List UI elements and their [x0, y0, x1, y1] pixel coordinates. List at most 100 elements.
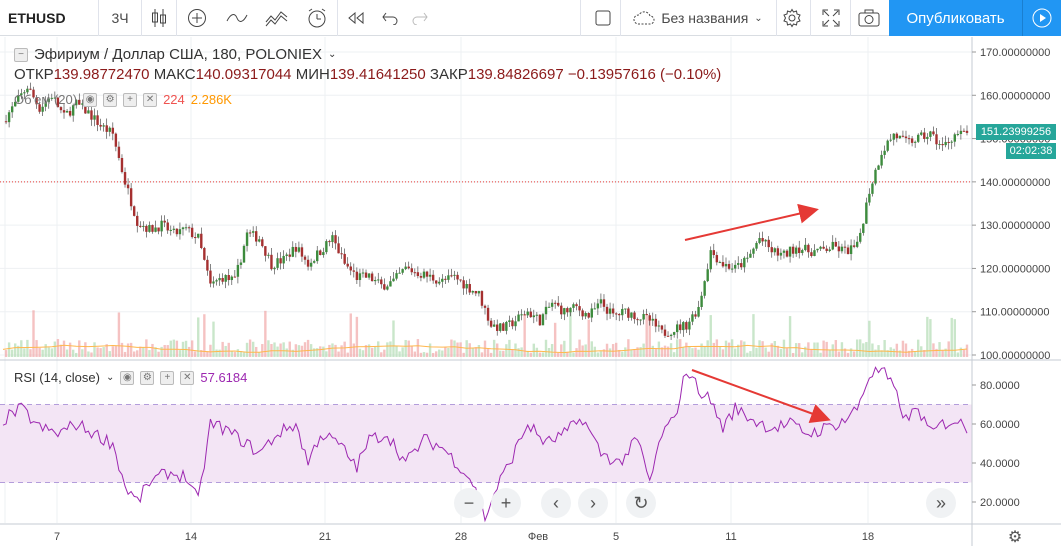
candle-body [322, 252, 325, 256]
volume-bar [526, 350, 529, 357]
candle-body [389, 281, 392, 287]
price-chart[interactable]: 170.00000000160.00000000150.00000000140.… [0, 37, 1061, 546]
volume-bar [236, 349, 240, 357]
close-icon[interactable]: ✕ [180, 370, 195, 385]
eye-icon[interactable]: ◉ [120, 370, 135, 385]
volume-bar [529, 352, 532, 357]
candle-body [502, 323, 505, 331]
volume-bar [550, 344, 554, 357]
series-legend[interactable]: − Эфириум / Доллар США, 180, POLONIEX ⌄ [14, 46, 336, 63]
undo-icon[interactable] [375, 0, 405, 36]
volume-bar [10, 349, 14, 357]
candle-body [309, 262, 313, 267]
volume-bar [444, 347, 447, 357]
candle-body [175, 228, 179, 235]
chevron-down-icon[interactable]: ⌄ [328, 49, 337, 60]
candle-body [462, 280, 465, 289]
volume-legend[interactable]: Об ем (20) ◉ ⚙ + ✕ 224 2.286K [14, 92, 232, 107]
settings-icon[interactable]: ⚙ [103, 92, 118, 107]
volume-bar [508, 339, 511, 357]
candle-body [816, 248, 819, 251]
play-icon[interactable] [1022, 0, 1061, 36]
reset-chart-button[interactable]: ↻ [626, 488, 656, 518]
candle-body [50, 97, 54, 99]
candle-body [916, 134, 920, 142]
add-icon[interactable]: + [123, 92, 138, 107]
replay-icon[interactable] [340, 0, 372, 36]
volume-bar [630, 350, 633, 357]
candle-body [297, 247, 301, 252]
price-tick-label: 130.00000000 [980, 220, 1050, 232]
volume-bar [791, 352, 795, 357]
candle-body [303, 256, 307, 260]
candle-body [746, 257, 749, 259]
volume-bar [483, 340, 487, 357]
candle-body [306, 259, 310, 267]
alert-clock-icon[interactable] [300, 0, 334, 36]
scroll-to-realtime-button[interactable]: » [926, 488, 956, 518]
volume-bar [959, 347, 963, 357]
scroll-left-button[interactable]: ‹ [541, 488, 571, 518]
volume-bar [532, 343, 536, 357]
volume-bar [340, 345, 343, 357]
volume-bar [755, 347, 758, 357]
candle-body [895, 133, 899, 139]
candles-icon[interactable] [144, 0, 174, 36]
volume-bar [395, 345, 398, 357]
eye-icon[interactable]: ◉ [83, 92, 98, 107]
candle-body [255, 231, 258, 242]
candle-body [258, 239, 261, 242]
symbol-search-button[interactable]: ETHUSD [8, 0, 88, 36]
zoom-out-button[interactable]: − [454, 488, 484, 518]
candle-body [608, 308, 612, 314]
volume-bar [721, 349, 725, 357]
volume-bar [334, 344, 337, 357]
volume-bar [944, 348, 947, 357]
volume-bar [502, 350, 505, 357]
candle-body [242, 245, 246, 263]
candle-body [563, 308, 566, 315]
volume-bar [319, 346, 322, 357]
close-icon[interactable]: ✕ [143, 92, 158, 107]
fullscreen-square-icon[interactable] [590, 0, 616, 36]
volume-bar [123, 351, 127, 357]
chevron-down-icon[interactable]: ⌄ [105, 372, 115, 383]
volume-bar [157, 351, 160, 357]
camera-icon[interactable] [854, 0, 884, 36]
volume-bar [749, 351, 752, 357]
chart-settings-icon[interactable]: ⚙ [1008, 529, 1022, 546]
redo-icon[interactable] [405, 0, 435, 36]
settings-icon[interactable]: ⚙ [140, 370, 155, 385]
rsi-legend[interactable]: RSI (14, close) ⌄ ◉ ⚙ + ✕ 57.6184 [14, 370, 247, 385]
volume-bar [633, 349, 636, 357]
candle-body [859, 232, 862, 242]
volume-bar [764, 347, 767, 357]
chart-layout-button[interactable]: Без названия ⌄ [622, 0, 774, 36]
candle-body [96, 115, 99, 125]
volume-bar [108, 351, 111, 357]
candle-body [120, 157, 124, 173]
volume-bar [837, 351, 841, 357]
compare-icon[interactable] [260, 0, 294, 36]
candle-body [959, 130, 963, 134]
volume-bar [654, 348, 658, 357]
collapse-legend-icon[interactable]: − [14, 47, 28, 62]
add-icon[interactable]: + [160, 370, 175, 385]
volume-bar [709, 315, 712, 357]
scroll-right-button[interactable]: › [578, 488, 608, 518]
candle-body [38, 104, 41, 112]
expand-icon[interactable] [816, 0, 846, 36]
volume-bar [312, 348, 316, 357]
add-indicator-icon[interactable] [182, 0, 212, 36]
candle-body [566, 308, 569, 313]
interval-button[interactable]: 3Ч [100, 0, 140, 36]
candle-body [801, 250, 804, 254]
publish-button[interactable]: Опубликовать [889, 0, 1022, 36]
candle-body [901, 135, 905, 137]
indicators-icon[interactable] [222, 0, 252, 36]
zoom-in-button[interactable]: + [491, 488, 521, 518]
gear-icon[interactable] [778, 0, 806, 36]
volume-value: 224 [163, 92, 185, 107]
candle-body [538, 314, 542, 326]
volume-bar [422, 352, 426, 357]
